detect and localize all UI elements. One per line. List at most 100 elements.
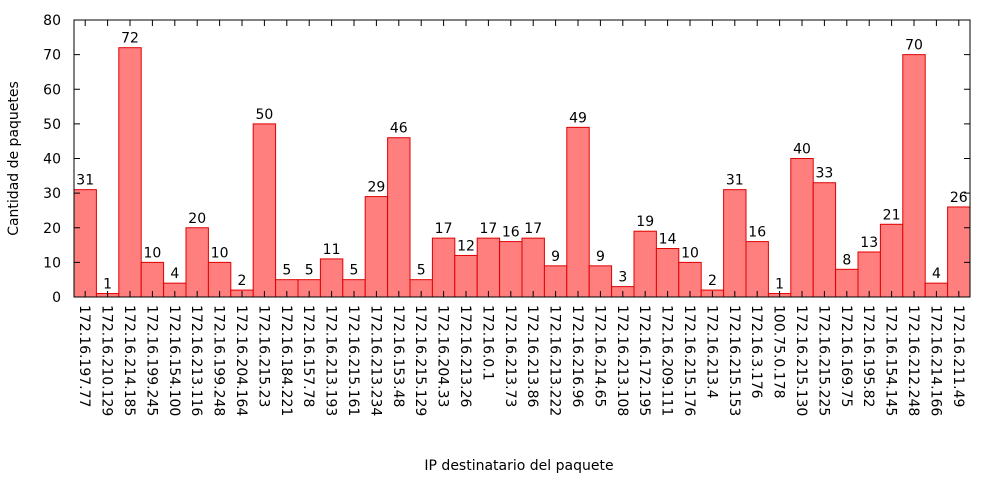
x-axis-title: IP destinatario del paquete <box>424 458 613 474</box>
bar <box>812 182 837 298</box>
x-tick-label: 172.16.214.185 <box>121 305 137 416</box>
data-label: 31 <box>726 173 744 189</box>
data-label: 9 <box>551 249 560 265</box>
data-label: 3 <box>618 270 627 286</box>
x-tick-label: 172.16.154.100 <box>166 305 182 416</box>
data-label: 1 <box>103 277 112 293</box>
x-tick-label: 172.16.153.48 <box>390 305 406 407</box>
x-tick-label: 172.16.204.164 <box>233 305 249 416</box>
bar <box>745 241 769 298</box>
x-tick-label: 172.16.199.248 <box>211 305 227 416</box>
x-tick-label: 172.16.215.161 <box>345 305 361 416</box>
bar <box>879 223 904 298</box>
x-tick-label: 172.16.213.26 <box>457 305 473 408</box>
x-axis: 172.16.197.77 172.16.210.129 172.16.214.18… <box>76 20 966 416</box>
x-tick-label: 172.16.172.195 <box>636 305 652 416</box>
data-label: 14 <box>659 232 677 248</box>
bar <box>521 237 545 298</box>
bar <box>73 189 97 298</box>
data-label: 2 <box>238 273 247 289</box>
bar <box>723 189 747 298</box>
x-tick-label: 172.16.213.73 <box>502 305 518 407</box>
x-tick-label: 172.16.0.1 <box>479 305 495 381</box>
data-label: 17 <box>435 221 453 237</box>
data-label: 12 <box>457 238 475 254</box>
y-tick-label: 0 <box>52 290 61 306</box>
data-label: 4 <box>932 266 941 282</box>
data-label: 16 <box>502 225 520 241</box>
x-tick-label: 172.16.213.222 <box>547 305 563 416</box>
x-tick-label: 172.16.215.23 <box>255 305 271 407</box>
bar <box>566 126 590 298</box>
bar <box>947 206 971 298</box>
x-tick-label: 172.16.216.96 <box>569 305 585 408</box>
bar <box>857 251 881 298</box>
y-axis: 0 10 20 30 40 50 60 70 80 <box>43 13 970 306</box>
x-tick-label: 172.16.213.116 <box>188 305 204 416</box>
bar <box>431 237 456 298</box>
data-label: 10 <box>143 245 161 261</box>
x-tick-label: 172.16.195.82 <box>860 305 876 407</box>
y-tick-label: 10 <box>43 255 61 271</box>
x-tick-label: 172.16.213.234 <box>367 305 383 416</box>
data-label: 17 <box>479 221 497 237</box>
x-tick-label: 172.16.154.145 <box>883 305 899 416</box>
x-tick-label: 172.16.215.129 <box>412 305 428 416</box>
data-label: 29 <box>367 180 385 196</box>
bar <box>454 254 478 298</box>
x-tick-label: 172.16.215.225 <box>815 305 831 416</box>
data-label: 31 <box>76 173 94 189</box>
bar <box>655 248 680 298</box>
bar <box>387 137 411 298</box>
x-tick-label: 172.16.3.176 <box>748 305 764 399</box>
x-tick-label: 172.16.199.245 <box>143 305 159 416</box>
data-label: 17 <box>524 221 542 237</box>
bar <box>118 47 142 298</box>
data-label: 49 <box>569 110 587 126</box>
data-label: 72 <box>121 31 139 47</box>
data-label: 50 <box>255 107 273 123</box>
data-label: 16 <box>748 225 766 241</box>
data-label: 5 <box>305 263 314 279</box>
bar <box>790 158 814 298</box>
data-label: 20 <box>188 211 206 227</box>
x-tick-label: 172.16.211.49 <box>950 305 966 407</box>
bar <box>633 230 657 298</box>
x-tick-label: 172.16.213.108 <box>614 305 630 416</box>
x-tick-label: 172.16.213.193 <box>323 305 339 416</box>
data-label: 70 <box>905 38 923 54</box>
bar <box>185 227 209 298</box>
y-tick-label: 30 <box>43 186 61 202</box>
data-label: 21 <box>883 207 901 223</box>
y-axis-title: Cantidad de paquetes <box>6 81 22 236</box>
x-tick-label: 172.16.214.166 <box>927 305 943 416</box>
data-label: 33 <box>815 166 833 182</box>
y-tick-label: 50 <box>43 117 61 133</box>
y-tick-label: 40 <box>43 152 61 168</box>
data-label: 13 <box>860 235 878 251</box>
x-tick-label: 172.16.215.176 <box>681 305 697 416</box>
data-label: 2 <box>708 273 717 289</box>
x-tick-label: 172.16.212.248 <box>905 305 921 416</box>
x-tick-label: 100.75.0.178 <box>771 305 787 399</box>
y-tick-label: 80 <box>43 13 61 29</box>
data-label: 10 <box>211 245 229 261</box>
bars-group <box>73 47 971 298</box>
x-tick-label: 172.16.184.221 <box>278 305 294 416</box>
data-label: 11 <box>323 242 341 258</box>
bar <box>499 241 523 298</box>
bar <box>252 123 277 298</box>
bar <box>364 196 389 298</box>
x-tick-label: 172.16.215.153 <box>726 305 742 416</box>
data-label: 4 <box>170 266 179 282</box>
y-tick-label: 20 <box>43 221 61 237</box>
data-label: 9 <box>596 249 605 265</box>
x-tick-label: 172.16.204.33 <box>435 305 451 407</box>
data-label: 1 <box>775 277 784 293</box>
data-label: 46 <box>390 121 408 137</box>
y-tick-label: 70 <box>43 48 61 64</box>
x-tick-label: 172.16.213.4 <box>703 305 719 399</box>
data-label: 8 <box>842 252 851 268</box>
